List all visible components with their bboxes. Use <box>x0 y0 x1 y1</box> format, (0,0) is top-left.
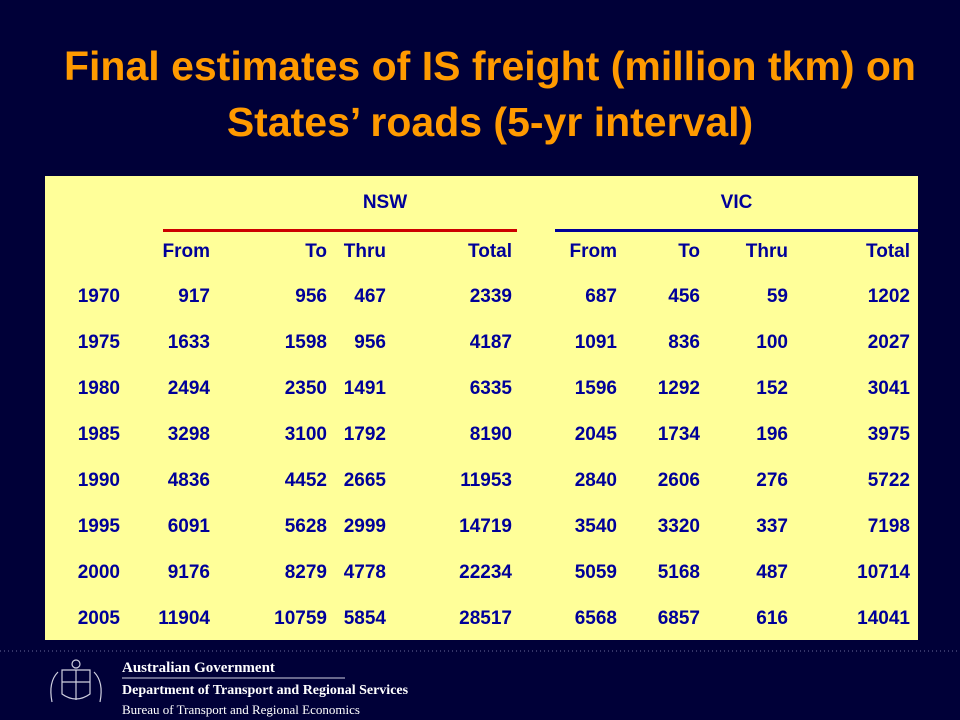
row-header: 1985 <box>77 424 120 445</box>
table-cell: 5722 <box>867 470 910 491</box>
footer: Australian Government Department of Tran… <box>0 650 960 720</box>
table-cell: 4836 <box>167 470 210 491</box>
column-header: Thru <box>745 241 788 262</box>
table-cell: 6335 <box>469 378 512 399</box>
group-underline <box>555 229 918 232</box>
footer-text: Department of Transport and Regional Ser… <box>122 683 409 698</box>
column-header: From <box>569 241 618 262</box>
column-header: To <box>305 241 327 262</box>
table-cell: 2045 <box>574 424 617 445</box>
table-cell: 1792 <box>343 424 386 445</box>
column-header: Total <box>866 241 910 262</box>
table-cell: 1598 <box>284 332 327 353</box>
table-cell: 1633 <box>167 332 210 353</box>
table-cell: 1292 <box>657 378 700 399</box>
group-header: NSW <box>362 192 408 213</box>
table-cell: 917 <box>178 286 210 307</box>
table-cell: 2606 <box>657 470 700 491</box>
table-cell: 9176 <box>167 562 210 583</box>
table-cell: 5628 <box>284 516 327 537</box>
column-header: Thru <box>343 241 386 262</box>
table-cell: 196 <box>756 424 788 445</box>
row-header: 2000 <box>77 562 120 583</box>
table-cell: 616 <box>756 608 788 629</box>
table-cell: 14041 <box>857 608 910 629</box>
table: NSW VIC From To Thru Total From To Thru Total 19… <box>45 176 918 640</box>
crest-logo <box>50 659 102 703</box>
row-header: 1990 <box>77 470 120 491</box>
table-cell: 2350 <box>284 378 327 399</box>
table-cell: 22234 <box>459 562 512 583</box>
row-header: 2005 <box>77 608 120 629</box>
column-header: Total <box>468 241 512 262</box>
table-cell: 2840 <box>574 470 617 491</box>
table-cell: 11904 <box>158 608 210 629</box>
table-cell: 59 <box>766 286 788 307</box>
table-cell: 487 <box>756 562 788 583</box>
table-cell: 1734 <box>657 424 700 445</box>
title: Final estimates of IS freight (million t… <box>64 43 916 145</box>
row-header: 1970 <box>77 286 120 307</box>
row-header: 1975 <box>77 332 120 353</box>
table-cell: 4187 <box>469 332 512 353</box>
column-header: From <box>162 241 211 262</box>
table-cell: 7198 <box>867 516 910 537</box>
table-cell: 1202 <box>867 286 910 307</box>
table-cell: 11953 <box>460 470 512 491</box>
table-cell: 3975 <box>867 424 910 445</box>
group-header: VIC <box>720 192 753 213</box>
row-header: 1995 <box>77 516 120 537</box>
table-cell: 1091 <box>574 332 617 353</box>
table-cell: 3298 <box>167 424 210 445</box>
table-cell: 337 <box>756 516 788 537</box>
group-underline <box>163 229 517 232</box>
table-cell: 2027 <box>867 332 910 353</box>
table-cell: 5059 <box>574 562 617 583</box>
table-cell: 5854 <box>343 608 386 629</box>
table-cell: 2494 <box>167 378 210 399</box>
table-cell: 10759 <box>274 608 327 629</box>
table-cell: 3041 <box>867 378 910 399</box>
table-cell: 1491 <box>343 378 386 399</box>
table-cell: 152 <box>756 378 788 399</box>
table-cell: 4452 <box>284 470 327 491</box>
table-cell: 956 <box>354 332 386 353</box>
table-cell: 10714 <box>857 562 910 583</box>
table-cell: 467 <box>354 286 386 307</box>
column-header: To <box>678 241 700 262</box>
table-cell: 100 <box>756 332 788 353</box>
footer-text: Australian Government <box>122 660 275 676</box>
table-cell: 2999 <box>343 516 386 537</box>
table-cell: 6568 <box>574 608 617 629</box>
table-cell: 3540 <box>574 516 617 537</box>
table-cell: 836 <box>668 332 700 353</box>
table-cell: 8190 <box>469 424 512 445</box>
table-cell: 456 <box>668 286 700 307</box>
table-cell: 6091 <box>167 516 210 537</box>
table-cell: 28517 <box>459 608 512 629</box>
row-header: 1980 <box>77 378 120 399</box>
table-cell: 6857 <box>657 608 700 629</box>
table-cell: 956 <box>295 286 327 307</box>
table-cell: 3320 <box>657 516 700 537</box>
table-cell: 2339 <box>469 286 512 307</box>
table-cell: 1596 <box>574 378 617 399</box>
table-cell: 4778 <box>343 562 386 583</box>
table-cell: 8279 <box>284 562 327 583</box>
footer-text: Bureau of Transport and Regional Economi… <box>122 702 360 717</box>
table-cell: 3100 <box>284 424 327 445</box>
table-cell: 14719 <box>459 516 512 537</box>
footer-art <box>0 650 960 703</box>
table-cell: 5168 <box>657 562 700 583</box>
table-cell: 687 <box>585 286 617 307</box>
table-cell: 276 <box>756 470 788 491</box>
table-cell: 2665 <box>343 470 386 491</box>
